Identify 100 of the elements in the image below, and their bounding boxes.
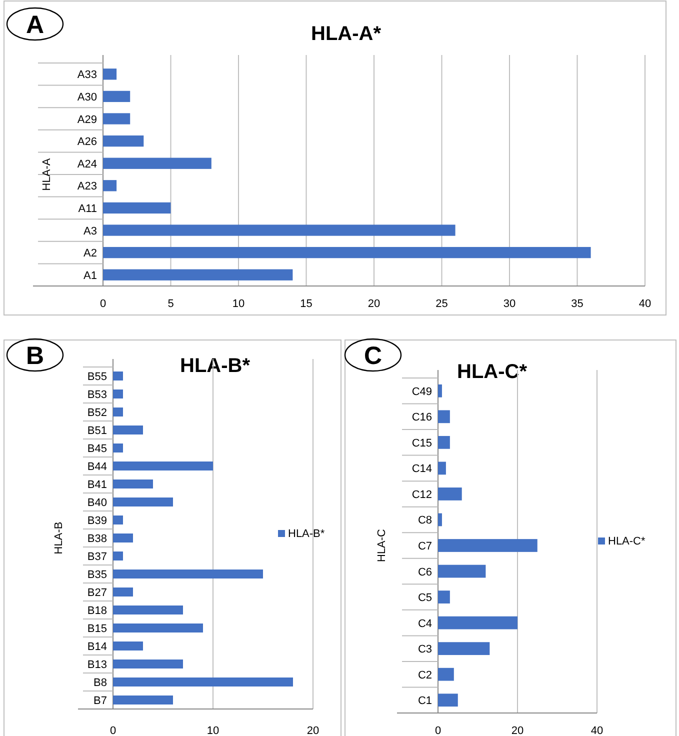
bar (113, 570, 263, 578)
y-tick-label: B52 (87, 407, 107, 419)
bar (438, 564, 486, 578)
bar (113, 444, 123, 452)
y-tick-label: A26 (77, 136, 97, 148)
y-tick-label: A23 (77, 180, 97, 193)
x-tick-label: 30 (503, 298, 516, 310)
y-tick-label: B40 (87, 497, 107, 509)
bar (113, 606, 183, 614)
chart-title: HLA-A* (311, 23, 382, 45)
x-tick-label: 40 (590, 725, 604, 736)
y-tick-label: C1 (418, 695, 432, 708)
y-tick-label: B38 (87, 533, 107, 545)
y-tick-label: B51 (87, 425, 107, 437)
y-tick-label: B14 (87, 641, 107, 653)
bar (103, 113, 130, 124)
y-tick-label: C14 (412, 463, 432, 476)
x-tick-label: 10 (232, 298, 245, 310)
bar (103, 269, 293, 280)
bar (113, 372, 123, 380)
x-tick-label: 20 (511, 725, 524, 736)
x-tick-label: 40 (638, 298, 652, 310)
x-tick-label: 0 (110, 725, 116, 736)
legend-label: HLA-C* (608, 536, 646, 548)
y-tick-label: C4 (418, 618, 432, 630)
y-tick-label: B7 (94, 695, 107, 707)
bar (103, 135, 144, 147)
y-tick-label: B45 (87, 443, 107, 455)
bar (103, 68, 117, 80)
bar (438, 436, 450, 449)
bar (113, 498, 173, 506)
bar (103, 246, 591, 258)
y-tick-label: B27 (87, 587, 107, 599)
y-tick-label: B8 (94, 677, 107, 689)
y-tick-label: C5 (418, 592, 432, 604)
y-tick-label: A3 (84, 225, 97, 238)
y-tick-label: B44 (87, 461, 107, 473)
bar (113, 390, 123, 398)
chart-title: HLA-B* (180, 355, 250, 377)
bar (113, 426, 143, 434)
bar (438, 668, 454, 681)
x-tick-label: 35 (571, 298, 584, 310)
y-tick-label: C12 (412, 488, 432, 501)
y-tick-label: C3 (418, 644, 432, 656)
bar (113, 588, 133, 596)
y-tick-label: A11 (78, 202, 97, 215)
y-axis-title: HLA-C (376, 528, 388, 562)
legend-label: HLA-B* (288, 528, 326, 540)
bar (438, 539, 538, 552)
y-tick-label: B55 (87, 371, 107, 383)
bar (113, 480, 153, 488)
bar (103, 90, 130, 102)
bar (103, 180, 117, 192)
bar (113, 660, 183, 668)
y-tick-label: B53 (87, 389, 107, 401)
y-tick-label: B18 (87, 605, 107, 617)
y-tick-label: C49 (412, 386, 432, 398)
y-axis-title: HLA-A (41, 158, 53, 191)
x-tick-label: 0 (100, 298, 106, 310)
y-tick-label: C7 (418, 540, 432, 552)
x-tick-label: 20 (368, 298, 380, 310)
bar (438, 616, 518, 630)
y-axis-title: HLA-B (53, 522, 65, 554)
bar (103, 202, 171, 214)
x-tick-label: 0 (434, 725, 442, 736)
bar (113, 534, 133, 542)
bar (113, 642, 143, 650)
y-tick-label: A2 (84, 248, 97, 260)
y-tick-label: C6 (418, 566, 432, 578)
y-tick-label: B35 (87, 569, 107, 581)
y-tick-label: B41 (87, 479, 107, 491)
bar (438, 384, 442, 398)
y-tick-label: A29 (77, 114, 97, 126)
bar (438, 642, 490, 656)
x-tick-label: 25 (436, 298, 448, 310)
y-tick-label: B39 (87, 515, 107, 527)
bar (113, 462, 213, 470)
bar (103, 224, 456, 236)
y-tick-label: A30 (77, 91, 97, 104)
bar (438, 488, 462, 500)
bar (113, 678, 293, 686)
y-tick-label: A1 (84, 270, 97, 282)
bar (438, 513, 442, 526)
bar (113, 696, 173, 704)
y-tick-label: B37 (87, 551, 107, 563)
bar (438, 410, 450, 424)
chart-title: HLA-C* (457, 361, 528, 383)
x-tick-label: 5 (168, 298, 174, 310)
bar (113, 624, 203, 632)
text: A (26, 11, 44, 39)
y-tick-label: A33 (77, 69, 97, 82)
text: B (26, 342, 44, 370)
y-tick-label: C16 (412, 412, 432, 424)
y-tick-label: C8 (418, 514, 432, 527)
y-tick-label: B15 (87, 623, 107, 635)
text: C (364, 342, 382, 370)
bar (438, 462, 446, 475)
y-tick-label: B13 (87, 659, 107, 671)
y-tick-label: A24 (77, 158, 97, 170)
y-tick-label: C2 (418, 669, 432, 682)
